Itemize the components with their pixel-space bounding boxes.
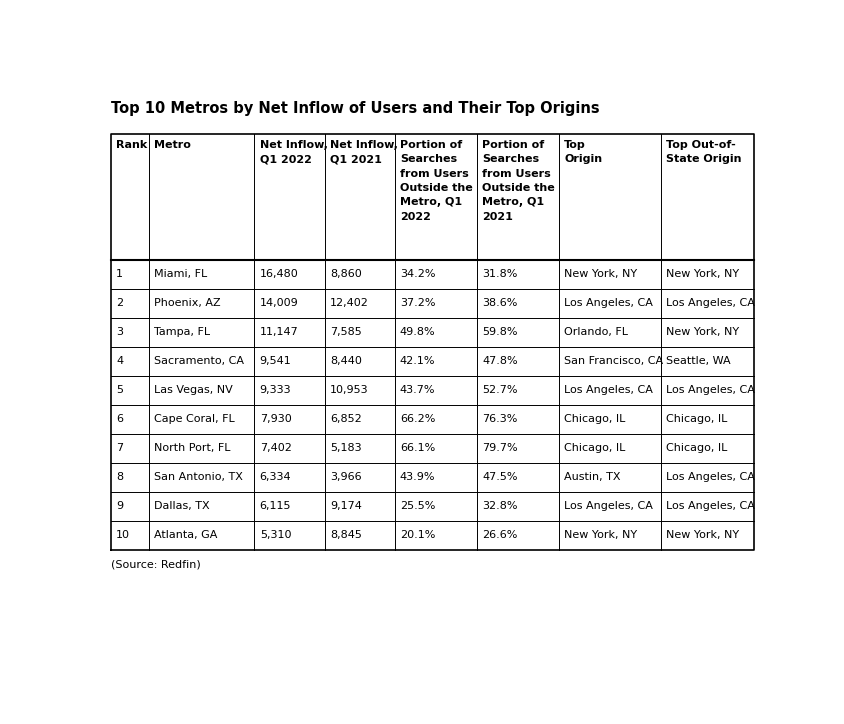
Text: New York, NY: New York, NY [565,530,637,540]
Text: (Source: Redfin): (Source: Redfin) [111,560,201,570]
Text: Top
Origin: Top Origin [565,140,603,164]
Text: 32.8%: 32.8% [482,501,517,511]
Text: 49.8%: 49.8% [400,327,436,337]
Text: Los Angeles, CA: Los Angeles, CA [666,385,755,395]
Text: 8,860: 8,860 [330,269,361,279]
Text: 7,585: 7,585 [330,327,361,337]
Text: 79.7%: 79.7% [482,443,517,453]
Text: 43.9%: 43.9% [400,472,436,482]
Text: 3: 3 [116,327,123,337]
Text: Los Angeles, CA: Los Angeles, CA [666,298,755,308]
Text: 1: 1 [116,269,123,279]
Text: 3,966: 3,966 [330,472,361,482]
Text: 37.2%: 37.2% [400,298,436,308]
Text: 6,334: 6,334 [260,472,291,482]
Text: 8,845: 8,845 [330,530,362,540]
Text: Orlando, FL: Orlando, FL [565,327,629,337]
Text: San Antonio, TX: San Antonio, TX [154,472,243,482]
Text: 10,953: 10,953 [330,385,369,395]
Text: 14,009: 14,009 [260,298,299,308]
Text: 47.5%: 47.5% [482,472,517,482]
Text: 4: 4 [116,356,123,366]
Text: New York, NY: New York, NY [666,327,739,337]
Text: 20.1%: 20.1% [400,530,436,540]
Text: Portion of
Searches
from Users
Outside the
Metro, Q1
2021: Portion of Searches from Users Outside t… [482,140,555,222]
Text: 52.7%: 52.7% [482,385,517,395]
Text: Los Angeles, CA: Los Angeles, CA [666,472,755,482]
Text: 8: 8 [116,472,123,482]
Text: 10: 10 [116,530,130,540]
Text: Metro: Metro [154,140,191,150]
Text: 59.8%: 59.8% [482,327,517,337]
Text: Sacramento, CA: Sacramento, CA [154,356,244,366]
Text: Cape Coral, FL: Cape Coral, FL [154,414,235,424]
Text: New York, NY: New York, NY [666,530,739,540]
Text: 9,174: 9,174 [330,501,362,511]
Text: 6,852: 6,852 [330,414,361,424]
Text: Rank: Rank [116,140,147,150]
Text: 38.6%: 38.6% [482,298,517,308]
Text: 66.1%: 66.1% [400,443,436,453]
Text: Miami, FL: Miami, FL [154,269,207,279]
Text: 5,183: 5,183 [330,443,361,453]
Text: San Francisco, CA: San Francisco, CA [565,356,663,366]
Text: 76.3%: 76.3% [482,414,517,424]
Text: Los Angeles, CA: Los Angeles, CA [666,501,755,511]
Text: 2: 2 [116,298,123,308]
Text: Top Out-of-
State Origin: Top Out-of- State Origin [666,140,741,164]
Text: Tampa, FL: Tampa, FL [154,327,210,337]
Text: Phoenix, AZ: Phoenix, AZ [154,298,220,308]
Text: 43.7%: 43.7% [400,385,436,395]
Text: 8,440: 8,440 [330,356,362,366]
Text: Top 10 Metros by Net Inflow of Users and Their Top Origins: Top 10 Metros by Net Inflow of Users and… [111,101,599,116]
Text: Seattle, WA: Seattle, WA [666,356,731,366]
Text: 6: 6 [116,414,123,424]
Text: Net Inflow,
Q1 2021: Net Inflow, Q1 2021 [330,140,398,164]
Text: Net Inflow,
Q1 2022: Net Inflow, Q1 2022 [260,140,327,164]
Text: 7,402: 7,402 [260,443,291,453]
Text: Chicago, IL: Chicago, IL [666,443,728,453]
Text: New York, NY: New York, NY [666,269,739,279]
Text: 12,402: 12,402 [330,298,369,308]
Text: 34.2%: 34.2% [400,269,436,279]
Text: Las Vegas, NV: Las Vegas, NV [154,385,233,395]
Text: 7: 7 [116,443,123,453]
Text: 9: 9 [116,501,123,511]
Text: North Port, FL: North Port, FL [154,443,230,453]
Text: New York, NY: New York, NY [565,269,637,279]
Text: Chicago, IL: Chicago, IL [666,414,728,424]
Text: Dallas, TX: Dallas, TX [154,501,209,511]
Text: 6,115: 6,115 [260,501,291,511]
Text: 7,930: 7,930 [260,414,291,424]
Text: 25.5%: 25.5% [400,501,436,511]
Text: 16,480: 16,480 [260,269,299,279]
Text: Chicago, IL: Chicago, IL [565,414,625,424]
Text: 47.8%: 47.8% [482,356,517,366]
Text: Los Angeles, CA: Los Angeles, CA [565,501,653,511]
Text: 11,147: 11,147 [260,327,299,337]
Text: 31.8%: 31.8% [482,269,517,279]
Text: Portion of
Searches
from Users
Outside the
Metro, Q1
2022: Portion of Searches from Users Outside t… [400,140,473,222]
Text: 42.1%: 42.1% [400,356,436,366]
Text: 9,333: 9,333 [260,385,291,395]
Text: Austin, TX: Austin, TX [565,472,621,482]
Text: Chicago, IL: Chicago, IL [565,443,625,453]
Text: Los Angeles, CA: Los Angeles, CA [565,385,653,395]
Text: 9,541: 9,541 [260,356,291,366]
Text: Los Angeles, CA: Los Angeles, CA [565,298,653,308]
Text: 5,310: 5,310 [260,530,291,540]
Text: 66.2%: 66.2% [400,414,436,424]
Text: 5: 5 [116,385,123,395]
Text: 26.6%: 26.6% [482,530,517,540]
Text: Atlanta, GA: Atlanta, GA [154,530,217,540]
